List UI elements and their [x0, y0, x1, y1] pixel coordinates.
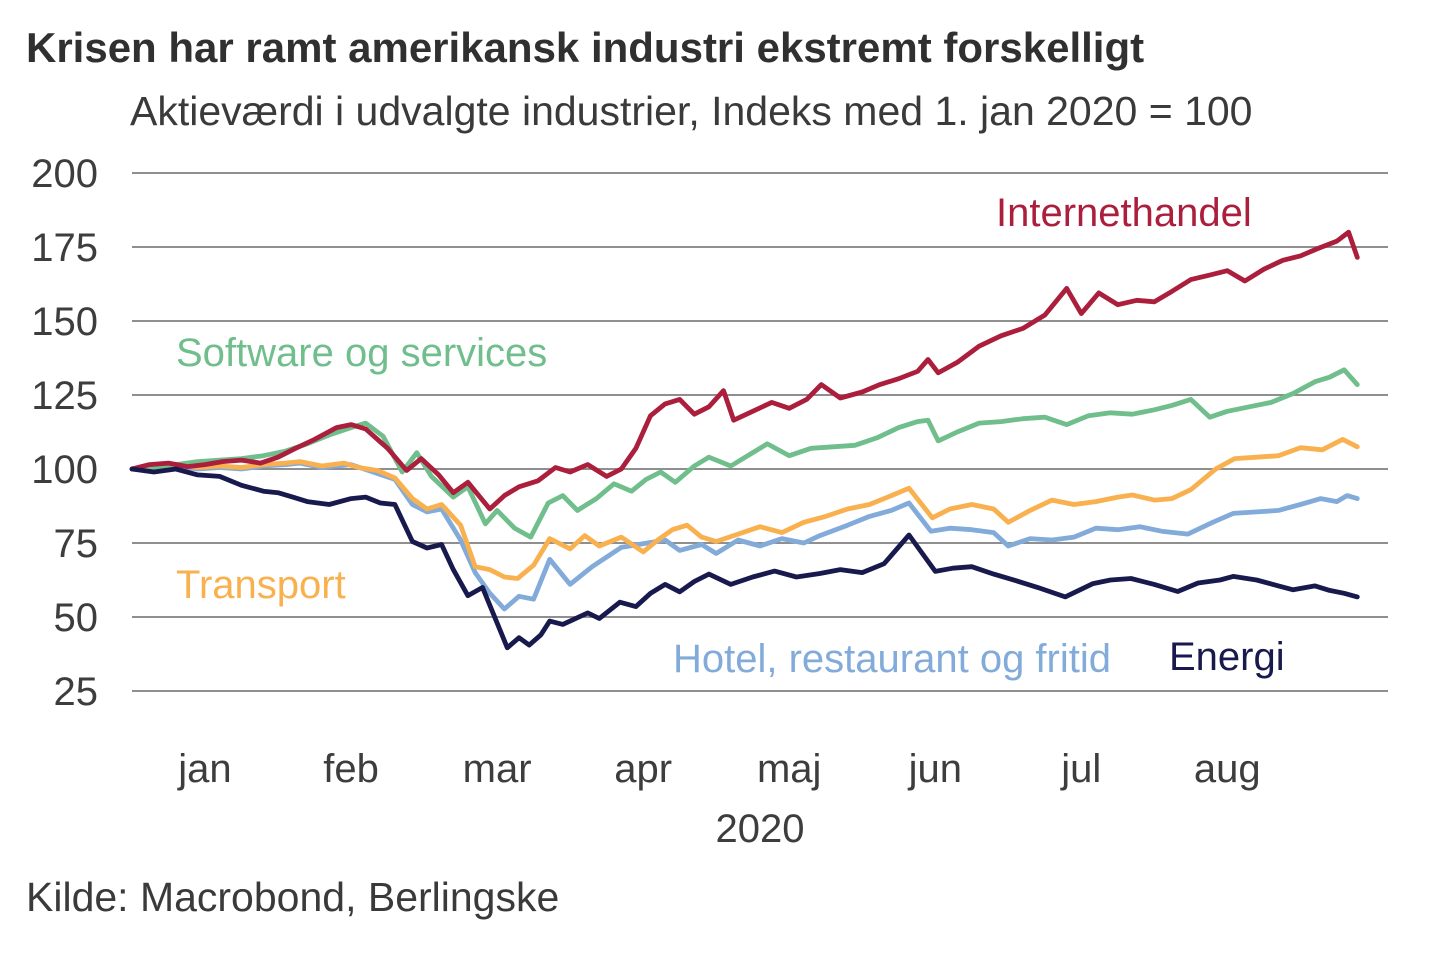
- y-tick-label-175: 175: [31, 226, 98, 270]
- x-tick-label-jan: jan: [177, 747, 231, 791]
- x-tick-label-apr: apr: [614, 747, 672, 791]
- y-tick-label-75: 75: [54, 522, 99, 566]
- chart-title: Krisen har ramt amerikansk industri ekst…: [26, 24, 1145, 71]
- y-tick-label-100: 100: [31, 448, 98, 492]
- series-line-transport: [129, 436, 1360, 581]
- y-tick-label-50: 50: [54, 596, 99, 640]
- series-line-internethandel: [129, 229, 1360, 512]
- series-label-energi: Energi: [1169, 635, 1285, 679]
- series-line-software-og-services: [129, 367, 1360, 540]
- y-tick-label-25: 25: [54, 670, 99, 714]
- series-line-energi: [129, 466, 1360, 651]
- series-lines: [129, 229, 1360, 651]
- gridlines: [132, 172, 1388, 692]
- y-tick-label-150: 150: [31, 300, 98, 344]
- y-tick-label-125: 125: [31, 374, 98, 418]
- series-labels: Hotel, restaurant og fritid Transport Soft…: [176, 191, 1285, 681]
- x-tick-label-jul: jul: [1060, 747, 1101, 791]
- x-axis-tick-labels: jan feb mar apr maj jun jul aug 2020: [177, 747, 1260, 851]
- x-tick-label-aug: aug: [1194, 747, 1261, 791]
- y-tick-label-200: 200: [31, 152, 98, 196]
- series-label-hotel-restaurant-og-fritid: Hotel, restaurant og fritid: [673, 637, 1111, 681]
- x-tick-label-mar: mar: [463, 747, 532, 791]
- source-attribution: Kilde: Macrobond, Berlingske: [26, 874, 560, 920]
- series-label-software-og-services: Software og services: [176, 331, 547, 375]
- series-label-internethandel: Internethandel: [996, 191, 1252, 235]
- x-tick-label-maj: maj: [757, 747, 821, 791]
- chart-subtitle: Aktieværdi i udvalgte industrier, Indeks…: [130, 88, 1253, 134]
- series-label-transport: Transport: [176, 563, 346, 607]
- x-tick-label-jun: jun: [908, 747, 962, 791]
- x-axis-year-label: 2020: [716, 807, 805, 851]
- x-tick-label-feb: feb: [323, 747, 379, 791]
- y-axis-tick-labels: 200 175 150 125 100 75 50 25: [31, 152, 98, 714]
